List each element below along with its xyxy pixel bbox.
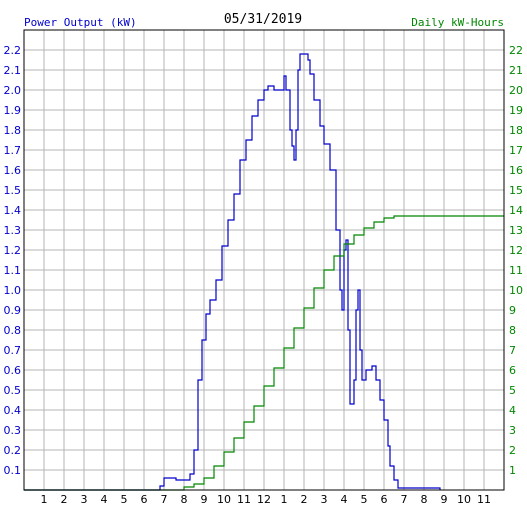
x-tick-label: 1 (41, 493, 48, 506)
grid-lines (24, 30, 504, 490)
x-tick-label: 2 (61, 493, 68, 506)
right-tick-label: 10 (509, 284, 523, 297)
left-tick-label: 1.0 (4, 284, 22, 297)
left-tick-label: 0.1 (4, 464, 22, 477)
left-tick-label: 0.9 (4, 304, 22, 317)
plot-frame (23, 29, 505, 491)
right-tick-label: 2 (509, 444, 516, 457)
left-tick-label: 1.8 (4, 124, 22, 137)
x-tick-label: 11 (237, 493, 251, 506)
right-tick-label: 11 (509, 264, 523, 277)
right-tick-label: 16 (509, 164, 523, 177)
right-tick-label: 20 (509, 84, 523, 97)
right-tick-label: 6 (509, 364, 516, 377)
left-tick-label: 0.4 (4, 404, 22, 417)
left-tick-label: 1.4 (4, 204, 22, 217)
right-tick-label: 3 (509, 424, 516, 437)
left-tick-label: 1.2 (4, 244, 22, 257)
left-tick-label: 0.8 (4, 324, 22, 337)
right-tick-label: 13 (509, 224, 523, 237)
right-tick-label: 9 (509, 304, 516, 317)
x-tick-label: 7 (161, 493, 168, 506)
x-tick-label: 8 (181, 493, 188, 506)
daily-kwh-line (24, 215, 504, 491)
x-tick-label: 4 (101, 493, 108, 506)
left-tick-label: 0.6 (4, 364, 22, 377)
x-tick-label: 3 (321, 493, 328, 506)
left-tick-label: 0.3 (4, 424, 22, 437)
left-tick-label: 2.2 (4, 44, 22, 57)
x-tick-label: 11 (477, 493, 491, 506)
right-axis-label: Daily kW-Hours (411, 16, 504, 29)
x-tick-label: 12 (257, 493, 271, 506)
x-tick-label: 7 (401, 493, 408, 506)
left-tick-label: 1.6 (4, 164, 22, 177)
right-tick-label: 12 (509, 244, 523, 257)
x-tick-label: 6 (381, 493, 388, 506)
left-tick-label: 1.5 (4, 184, 22, 197)
right-tick-label: 8 (509, 324, 516, 337)
chart-title: 05/31/2019 (224, 12, 302, 27)
x-tick-label: 9 (441, 493, 448, 506)
left-tick-label: 0.5 (4, 384, 22, 397)
x-tick-label: 4 (341, 493, 348, 506)
x-tick-label: 10 (217, 493, 231, 506)
right-tick-label: 21 (509, 64, 523, 77)
left-axis-label: Power Output (kW) (24, 16, 137, 29)
x-tick-labels: 1 2 3 4 5 6 7 8 9 10 11 12 1 2 3 4 5 6 7 8 9 10 11 (41, 493, 492, 506)
x-tick-label: 6 (141, 493, 148, 506)
series-group (24, 53, 504, 491)
power-output-line (24, 53, 441, 491)
x-tick-label: 5 (361, 493, 368, 506)
x-tick-label: 8 (421, 493, 428, 506)
left-tick-label: 2.1 (4, 64, 22, 77)
right-tick-label: 15 (509, 184, 523, 197)
x-tick-label: 9 (201, 493, 208, 506)
right-tick-label: 22 (509, 44, 523, 57)
x-tick-label: 3 (81, 493, 88, 506)
x-tick-label: 10 (457, 493, 471, 506)
right-tick-label: 18 (509, 124, 523, 137)
left-tick-label: 1.3 (4, 224, 22, 237)
x-tick-label: 2 (301, 493, 308, 506)
x-tick-label: 1 (281, 493, 288, 506)
left-tick-label: 1.1 (4, 264, 22, 277)
right-tick-label: 5 (509, 384, 516, 397)
left-tick-labels: 0.1 0.2 0.3 0.4 0.5 0.6 0.7 0.8 0.9 1.0 1.1 1.2 1.3 1… (4, 44, 22, 477)
right-tick-label: 17 (509, 144, 523, 157)
x-tick-label: 5 (121, 493, 128, 506)
right-tick-label: 4 (509, 404, 516, 417)
left-tick-label: 0.2 (4, 444, 22, 457)
left-tick-label: 1.7 (4, 144, 22, 157)
left-tick-label: 2.0 (4, 84, 22, 97)
right-tick-label: 14 (509, 204, 523, 217)
right-tick-label: 19 (509, 104, 523, 117)
right-tick-label: 1 (509, 464, 516, 477)
left-tick-label: 0.7 (4, 344, 22, 357)
left-tick-label: 1.9 (4, 104, 22, 117)
right-tick-label: 7 (509, 344, 516, 357)
